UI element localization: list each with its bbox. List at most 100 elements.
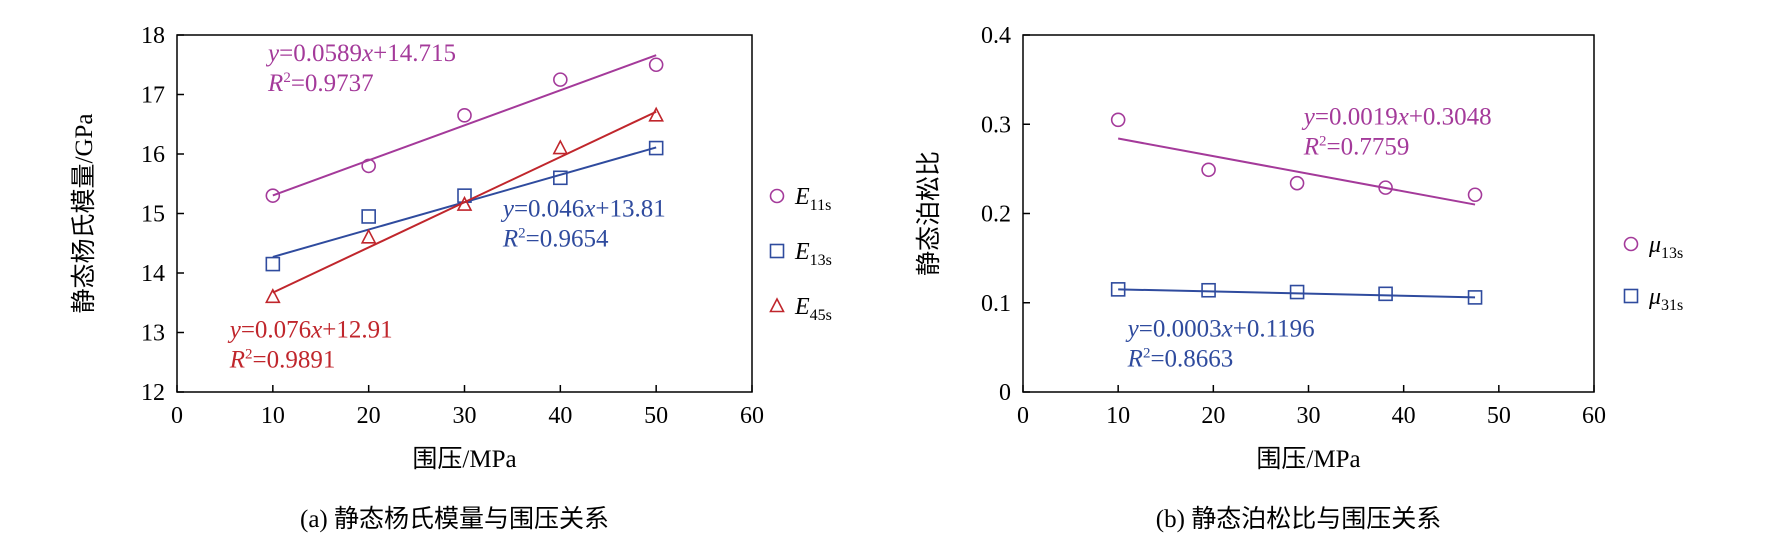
figure-caption: (a) 静态杨氏模量与围压关系: [300, 505, 609, 533]
legend-subscript: 11s: [810, 197, 832, 214]
y-tick-label: 0: [999, 380, 1011, 406]
eq-intercept: +12.91: [322, 316, 392, 343]
x-tick-label: 60: [740, 403, 764, 429]
legend-subscript: 13s: [1661, 245, 1683, 262]
data-point-E45s: [456, 195, 473, 211]
data-point-μ31s: [1378, 286, 1393, 302]
x-tick-label: 30: [453, 403, 477, 429]
r2-prefix: R: [267, 70, 283, 97]
y-tick-label: 18: [141, 23, 165, 49]
x-tick-label: 40: [548, 403, 572, 429]
y-tick-label: 17: [141, 83, 165, 109]
data-point-E45s: [552, 139, 569, 155]
eq-prefix: y: [265, 40, 280, 67]
x-tick-label: 30: [1297, 403, 1321, 429]
legend-label-E13s: E13s: [794, 239, 832, 269]
fit-r2-E45s: R2=0.9891: [229, 346, 336, 373]
legend-marker-E45s: [769, 297, 785, 313]
panel-a-youngs-modulus: 0 10 20 30 40 50 60 12 13 14 15 16 17 18 围压/MPa 静态杨氏模量/…: [70, 23, 832, 533]
eq-intercept: +0.1196: [1233, 316, 1315, 343]
data-point-E45s: [648, 106, 664, 122]
data-point-μ13s: [1467, 187, 1483, 203]
data-point-E13s: [648, 140, 664, 156]
legend-marker-E11s: [769, 188, 785, 204]
x-tick-label: 20: [1201, 403, 1225, 429]
legend-subscript: 45s: [810, 307, 832, 324]
x-tick-label: 50: [1487, 403, 1511, 429]
panel-b-poisson-ratio: 0 10 20 30 40 50 60 0 0.1 0.2 0.3 0.4 围压/MPa 静态泊松比 (b)…: [915, 23, 1683, 533]
r2-value: =0.7759: [1327, 133, 1410, 160]
data-point-μ31s: [1467, 290, 1483, 305]
y-tick-label: 16: [141, 142, 165, 168]
data-point-μ31s: [1201, 282, 1216, 298]
legend-subscript: 31s: [1661, 297, 1683, 314]
figure-caption: (b) 静态泊松比与围压关系: [1156, 505, 1441, 533]
data-point-E11s: [361, 158, 376, 174]
legend-symbol: E: [794, 294, 810, 320]
x-tick-label: 10: [261, 403, 285, 429]
x-tick-label: 10: [1106, 403, 1130, 429]
data-point-E13s: [265, 256, 281, 272]
r2-prefix: R: [229, 346, 245, 373]
r2-sup: 2: [1319, 133, 1327, 149]
eq-prefix: y: [500, 195, 515, 222]
eq-slope: =0.076: [241, 316, 311, 343]
r2-prefix: R: [1303, 133, 1319, 160]
legend-label-E45s: E45s: [794, 294, 832, 324]
eq-slope: =0.046: [514, 195, 584, 222]
legend-marker-E13s: [769, 243, 785, 259]
eq-var: x: [1221, 316, 1233, 343]
legend-symbol: μ: [1648, 232, 1661, 258]
fit-equation-E13s: y=0.046x+13.81: [500, 195, 666, 222]
eq-var: x: [583, 195, 595, 222]
fit-equation-E45s: y=0.076x+12.91: [227, 316, 393, 343]
eq-var: x: [310, 316, 322, 343]
fit-equation-μ13s: y=0.0019x+0.3048: [1301, 103, 1492, 130]
y-tick-label: 12: [141, 380, 165, 406]
data-point-μ13s: [1378, 180, 1393, 195]
data-point-μ13s: [1289, 175, 1305, 191]
fit-r2-E11s: R2=0.9737: [267, 70, 374, 97]
data-point-E13s: [553, 170, 568, 186]
r2-sup: 2: [1143, 346, 1151, 362]
r2-value: =0.9654: [526, 225, 609, 252]
eq-prefix: y: [227, 316, 242, 343]
legend-marker-μ13s: [1623, 236, 1639, 252]
y-axis-title: 静态泊松比: [915, 151, 943, 276]
data-point-E13s: [361, 209, 376, 224]
data-point-μ13s: [1110, 112, 1126, 128]
data-point-E45s: [265, 288, 281, 304]
fit-equation-μ31s: y=0.0003x+0.1196: [1125, 316, 1315, 343]
trend-line-μ31s: [1118, 288, 1476, 299]
eq-intercept: +14.715: [373, 40, 456, 67]
data-point-μ13s: [1201, 162, 1216, 178]
eq-slope: =0.0003: [1139, 316, 1222, 343]
legend-label-μ31s: μ31s: [1648, 284, 1683, 314]
data-point-E45s: [360, 228, 377, 244]
x-tick-label: 40: [1392, 403, 1416, 429]
x-axis-title: 围压/MPa: [412, 446, 516, 473]
eq-slope: =0.0019: [1315, 103, 1398, 130]
trend-line-E45s: [272, 110, 657, 294]
r2-sup: 2: [283, 70, 291, 86]
r2-value: =0.9737: [291, 70, 374, 97]
x-tick-label: 0: [1017, 403, 1029, 429]
data-point-E11s: [457, 108, 472, 123]
r2-value: =0.9891: [252, 346, 335, 373]
r2-prefix: R: [502, 225, 518, 252]
r2-sup: 2: [245, 346, 253, 362]
data-point-E11s: [648, 57, 664, 73]
eq-var: x: [1397, 103, 1409, 130]
legend-marker-μ31s: [1623, 288, 1639, 304]
data-point-E11s: [265, 188, 281, 203]
x-tick-label: 20: [357, 403, 381, 429]
y-tick-label: 13: [141, 321, 165, 347]
eq-intercept: +0.3048: [1409, 103, 1492, 130]
legend-label-μ13s: μ13s: [1648, 232, 1683, 262]
eq-slope: =0.0589: [279, 40, 362, 67]
y-axis-title: 静态杨氏模量/GPa: [70, 113, 98, 313]
x-tick-label: 50: [644, 403, 668, 429]
eq-intercept: +13.81: [595, 195, 665, 222]
y-tick-label: 15: [141, 202, 165, 228]
